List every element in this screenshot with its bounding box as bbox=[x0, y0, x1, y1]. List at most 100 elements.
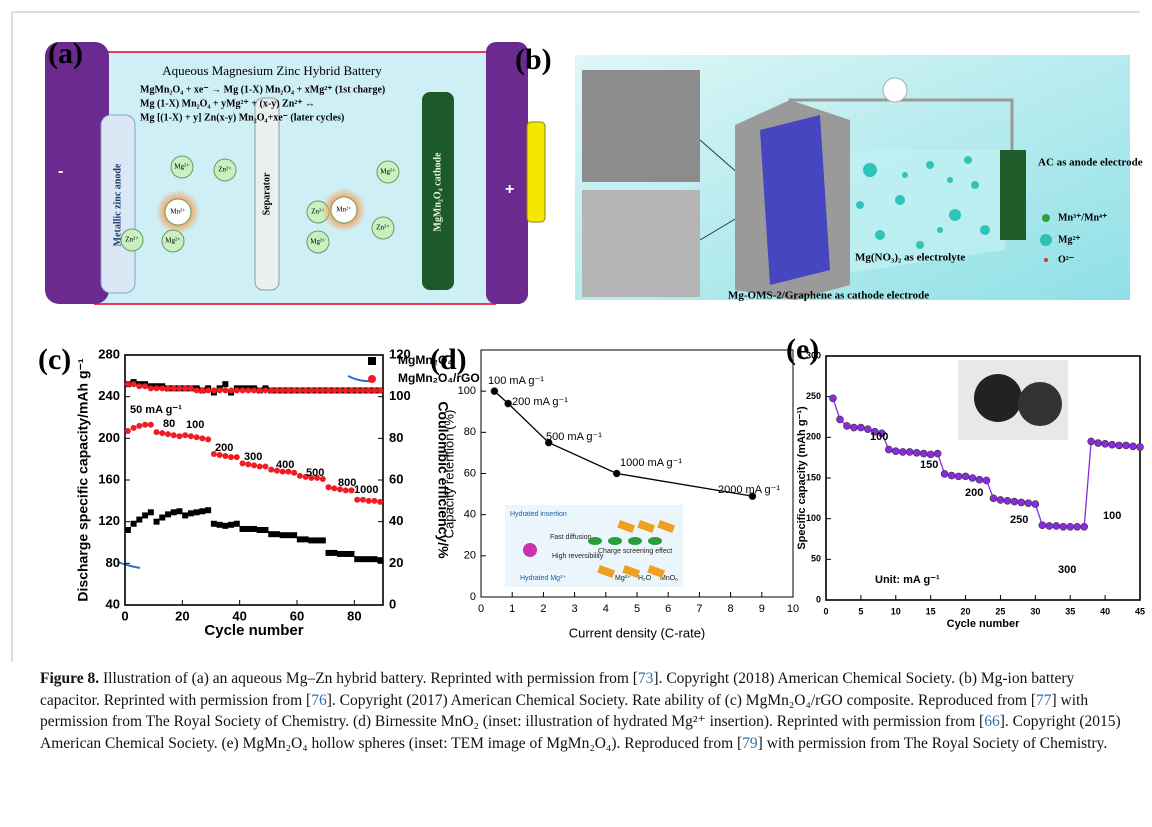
data-point bbox=[257, 387, 263, 393]
data-point bbox=[154, 385, 160, 391]
data-point bbox=[131, 425, 137, 431]
data-point bbox=[360, 556, 366, 562]
data-point bbox=[1039, 522, 1046, 529]
data-point bbox=[1095, 440, 1102, 447]
x-tick-label: 5 bbox=[634, 603, 640, 615]
data-point bbox=[850, 424, 857, 431]
data-point bbox=[1088, 438, 1095, 445]
data-point bbox=[371, 387, 377, 393]
data-point bbox=[205, 387, 211, 393]
x-axis-label: Cycle number bbox=[204, 622, 303, 639]
data-point bbox=[268, 531, 274, 537]
data-point bbox=[171, 432, 177, 438]
ion-dot bbox=[949, 209, 961, 221]
x-axis-label: Current density (C-rate) bbox=[569, 625, 706, 640]
rate-label: 200 bbox=[215, 442, 233, 454]
data-point bbox=[308, 387, 314, 393]
y-tick-label: 40 bbox=[106, 596, 120, 611]
data-point bbox=[194, 434, 200, 440]
point-label: 200 mA g⁻¹ bbox=[512, 396, 568, 408]
anode-electrode bbox=[1000, 150, 1026, 240]
cathode-layer bbox=[760, 115, 830, 285]
data-point bbox=[371, 556, 377, 562]
y-axis-label: Discharge specific capacity/mAh g⁻¹ bbox=[75, 358, 91, 601]
data-point bbox=[234, 521, 240, 527]
y2-tick-label: 40 bbox=[389, 513, 403, 528]
data-point bbox=[274, 531, 280, 537]
data-point bbox=[948, 472, 955, 479]
data-point bbox=[222, 453, 228, 459]
cathode-label: MgMn₂O₄ cathode bbox=[432, 152, 443, 232]
data-point bbox=[1137, 444, 1144, 451]
data-point bbox=[331, 485, 337, 491]
data-point bbox=[892, 448, 899, 455]
data-point bbox=[159, 430, 165, 436]
x-tick-label: 35 bbox=[1065, 606, 1075, 616]
data-point bbox=[154, 429, 160, 435]
data-point bbox=[1032, 501, 1039, 508]
cathode-label: Mg-OMS-2/Graphene as cathode electrode bbox=[728, 290, 929, 302]
legend-marker bbox=[368, 357, 376, 365]
data-point bbox=[280, 387, 286, 393]
data-point bbox=[969, 475, 976, 482]
data-point bbox=[142, 512, 148, 518]
caption-run: ]. Copyright (2017) American Chemical So… bbox=[327, 692, 1036, 709]
data-point bbox=[843, 422, 850, 429]
data-point bbox=[343, 551, 349, 557]
y-tick-label: 100 bbox=[458, 385, 476, 397]
data-point bbox=[165, 385, 171, 391]
ion-label: Zn²⁺ bbox=[125, 236, 139, 244]
data-point bbox=[920, 450, 927, 457]
legend-dot bbox=[1044, 258, 1048, 262]
data-point bbox=[217, 387, 223, 393]
citation[interactable]: 66 bbox=[984, 713, 1000, 730]
battery-cap-left bbox=[45, 42, 109, 304]
data-point bbox=[366, 556, 372, 562]
citation[interactable]: 76 bbox=[311, 692, 327, 709]
data-point bbox=[188, 433, 194, 439]
data-point bbox=[297, 387, 303, 393]
y-tick-label: 120 bbox=[98, 513, 120, 528]
data-point bbox=[297, 473, 303, 479]
rate-label: 1000 bbox=[354, 484, 378, 496]
data-point bbox=[125, 381, 131, 387]
caption-label: Figure 8. bbox=[40, 670, 99, 687]
data-point bbox=[1130, 443, 1137, 450]
data-point bbox=[234, 454, 240, 460]
x-tick-label: 30 bbox=[1030, 606, 1040, 616]
data-point bbox=[171, 509, 177, 515]
legend-label: Mn³⁺/Mn⁴⁺ bbox=[1058, 212, 1107, 223]
ion-label: Mg²⁺ bbox=[310, 238, 326, 246]
data-point bbox=[251, 387, 257, 393]
data-point bbox=[354, 556, 360, 562]
y-tick-label: 20 bbox=[464, 550, 476, 562]
equation: MgMn₂O₄ + xe⁻ → Mg (1-X) Mn₂O₄ + xMg²⁺ (… bbox=[140, 84, 385, 95]
x-tick-label: 9 bbox=[759, 603, 765, 615]
ion-dot bbox=[902, 172, 908, 178]
inset-label: Charge screening effect bbox=[598, 548, 672, 555]
sphere bbox=[974, 374, 1022, 422]
y-tick-label: 160 bbox=[98, 471, 120, 486]
data-point bbox=[1067, 523, 1074, 530]
x-tick-label: 5 bbox=[858, 606, 863, 616]
water-ion bbox=[628, 537, 642, 545]
citation[interactable]: 77 bbox=[1036, 692, 1052, 709]
y-tick-label: 150 bbox=[806, 472, 821, 482]
ion-label: Zn²⁺ bbox=[218, 166, 232, 174]
x-tick-label: 45 bbox=[1135, 606, 1145, 616]
data-point bbox=[377, 499, 383, 505]
data-point bbox=[262, 527, 268, 533]
citation[interactable]: 73 bbox=[638, 670, 654, 687]
point-label: 500 mA g⁻¹ bbox=[546, 431, 602, 443]
data-point bbox=[205, 436, 211, 442]
data-point bbox=[377, 387, 383, 393]
data-point bbox=[182, 385, 188, 391]
data-point bbox=[990, 495, 997, 502]
citation[interactable]: 79 bbox=[742, 735, 758, 752]
data-point bbox=[955, 473, 962, 480]
data-point bbox=[337, 551, 343, 557]
battery-cap-right bbox=[486, 42, 528, 304]
plus-sign: + bbox=[505, 181, 514, 198]
rate-label: 150 bbox=[920, 459, 938, 471]
data-point bbox=[291, 532, 297, 538]
